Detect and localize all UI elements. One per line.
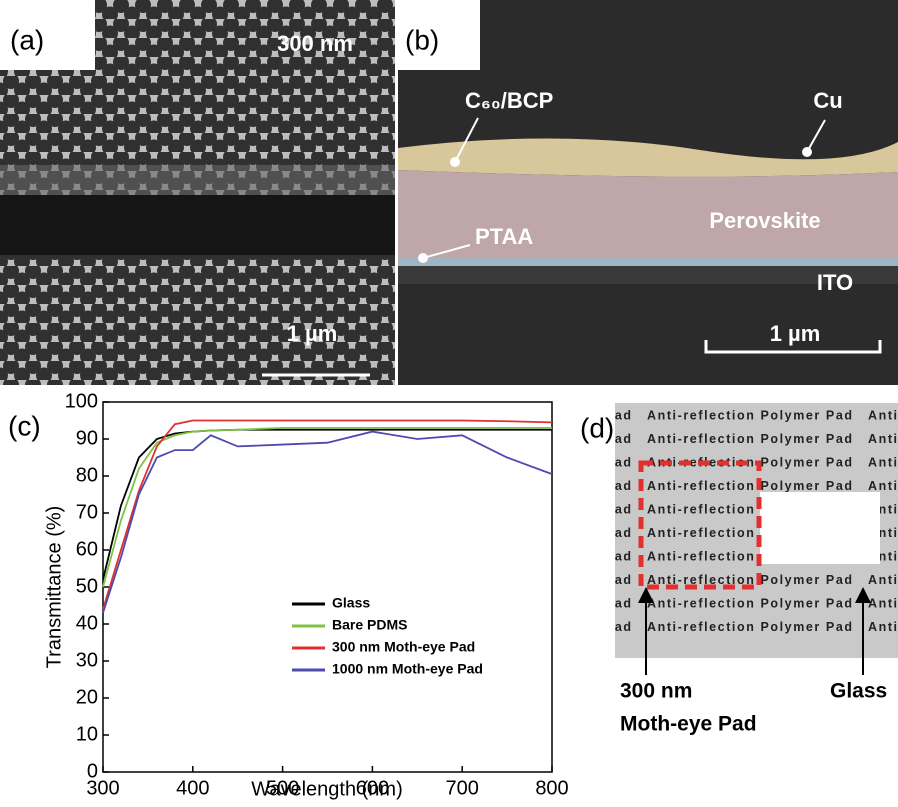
pad-text: Anti-reflection Polymer Pad: [868, 596, 898, 610]
y-tick-label: 90: [76, 427, 98, 449]
series-line: [103, 421, 552, 610]
y-tick-label: 20: [76, 686, 98, 708]
pad-text: Anti-reflection Polymer Pad: [647, 455, 852, 469]
x-tick-label: 600: [356, 777, 389, 799]
pad-text: Anti-reflection Polymer Pad: [426, 596, 631, 610]
pad-text: Anti-reflection Polymer Pad: [868, 620, 898, 634]
sem-edge: [0, 165, 395, 195]
layer-label: Perovskite: [709, 208, 820, 233]
layer-label: C₆₀/BCP: [465, 88, 553, 113]
pad-text: Anti-reflection Polymer Pad: [426, 620, 631, 634]
moth-eye-label: 300 nm: [620, 680, 692, 703]
legend-label: 300 nm Moth-eye Pad: [332, 639, 475, 655]
x-tick-label: 800: [535, 777, 568, 799]
legend-label: Bare PDMS: [332, 617, 407, 633]
y-tick-label: 100: [65, 390, 98, 412]
panel-label: (d): [580, 412, 614, 443]
pad-text: Anti-reflection Polymer Pad: [426, 573, 631, 587]
pad-text: Anti-reflection Polymer Pad: [426, 549, 631, 563]
panel-a: (a) 300 nm 1 µm: [0, 0, 395, 385]
pad-text: Anti-reflection Polymer Pad: [647, 432, 852, 446]
panel-c: (c) Transmittance (%) Wavelength (nm) 01…: [8, 390, 569, 800]
figure: (a) 300 nm 1 µm (b) C₆₀/BCP Cu Perovskit…: [0, 0, 898, 802]
layer-label: PTAA: [475, 224, 533, 249]
y-axis-label: Transmittance (%): [43, 506, 65, 669]
y-tick-label: 50: [76, 575, 98, 597]
pointer-dot: [418, 253, 428, 263]
x-tick-label: 300: [86, 777, 119, 799]
pad-text: Anti-reflection Polymer Pad: [647, 596, 852, 610]
pad-text: Anti-reflection Polymer Pad: [868, 479, 898, 493]
pointer-dot: [802, 147, 812, 157]
x-tick-label: 700: [446, 777, 479, 799]
y-tick-label: 60: [76, 538, 98, 560]
y-tick-label: 70: [76, 501, 98, 523]
page: (a) 300 nm 1 µm (b) C₆₀/BCP Cu Perovskit…: [0, 0, 898, 807]
layer-label: Cu: [813, 88, 842, 113]
scale-text: 1 µm: [770, 321, 821, 346]
pad-text: Anti-reflection Polymer Pad: [426, 479, 631, 493]
ito-layer: [398, 258, 898, 266]
panel-b: (b) C₆₀/BCP Cu Perovskite PTAA ITO 1 µm: [398, 0, 898, 385]
series-line: [103, 432, 552, 613]
scale-text: 1 µm: [287, 321, 338, 346]
pad-text: Anti-reflection Polymer Pad: [647, 479, 852, 493]
panel-label: (a): [10, 24, 44, 55]
plot-frame: [103, 402, 552, 772]
panel-label: (b): [405, 24, 439, 55]
y-tick-label: 40: [76, 612, 98, 634]
scale-text: 300 nm: [277, 31, 353, 56]
y-tick-label: 80: [76, 464, 98, 486]
pad-text: Anti-reflection Polymer Pad: [868, 408, 898, 422]
pad-text: Anti-reflection Polymer Pad: [426, 455, 631, 469]
pad-text: Anti-reflection Polymer Pad: [426, 502, 631, 516]
layer-label: ITO: [817, 270, 853, 295]
legend-label: Glass: [332, 595, 370, 611]
pad-text: Anti-reflection Polymer Pad: [868, 432, 898, 446]
pad-text: Anti-reflection Polymer Pad: [426, 526, 631, 540]
pointer-dot: [450, 157, 460, 167]
perovskite-layer: [398, 170, 898, 262]
x-tick-label: 500: [266, 777, 299, 799]
moth-eye-label: Moth-eye Pad: [620, 713, 757, 736]
sem-gap: [0, 195, 395, 255]
legend-label: 1000 nm Moth-eye Pad: [332, 661, 483, 677]
panel-label: (c): [8, 410, 41, 441]
x-tick-label: 400: [176, 777, 209, 799]
pad-text: Anti-reflection Polymer Pad: [868, 455, 898, 469]
y-tick-label: 10: [76, 723, 98, 745]
y-tick-label: 30: [76, 649, 98, 671]
pad-text: Anti-reflection Polymer Pad: [647, 620, 852, 634]
glass-window: [760, 492, 880, 564]
glass-label: Glass: [830, 680, 887, 703]
pad-text: Anti-reflection Polymer Pad: [868, 573, 898, 587]
pad-text: Anti-reflection Polymer Pad: [647, 408, 852, 422]
